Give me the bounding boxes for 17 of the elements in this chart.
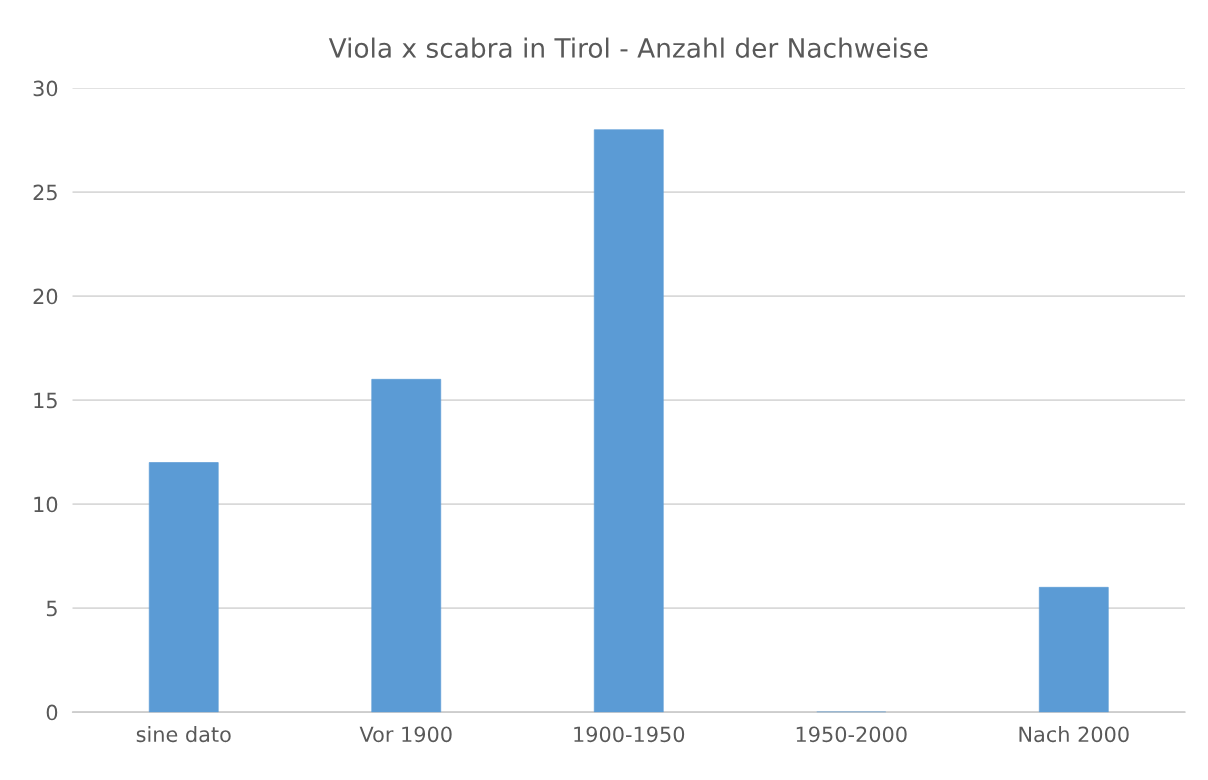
y-tick-label: 10 (34, 496, 58, 513)
bar (148, 462, 219, 713)
bar (371, 378, 442, 713)
x-tick-label: Nach 2000 (1019, 726, 1129, 743)
chart-title: Viola x scabra in Tirol - Anzahl der Nachweise (328, 37, 928, 58)
y-tick-label: 20 (33, 288, 58, 305)
x-tick-label: Vor 1900 (359, 726, 452, 743)
y-tick-label: 15 (34, 392, 57, 409)
x-tick-label: 1900-1950 (574, 726, 685, 743)
bar (593, 129, 664, 713)
bar (1038, 586, 1109, 713)
y-tick-label: 25 (33, 184, 57, 201)
y-tick-label: 0 (46, 704, 58, 721)
x-tick-label: 1950-2000 (796, 726, 907, 743)
y-tick-label: 30 (33, 80, 58, 97)
y-tick-label: 5 (46, 600, 57, 617)
x-tick-label: sine dato (136, 726, 231, 743)
